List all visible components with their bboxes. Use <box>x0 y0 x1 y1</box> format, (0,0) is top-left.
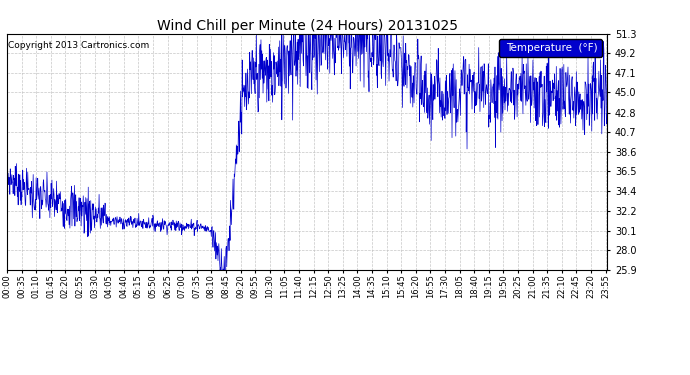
Text: Copyright 2013 Cartronics.com: Copyright 2013 Cartronics.com <box>8 41 149 50</box>
Legend: Temperature  (°F): Temperature (°F) <box>499 39 602 57</box>
Title: Wind Chill per Minute (24 Hours) 20131025: Wind Chill per Minute (24 Hours) 2013102… <box>157 19 457 33</box>
